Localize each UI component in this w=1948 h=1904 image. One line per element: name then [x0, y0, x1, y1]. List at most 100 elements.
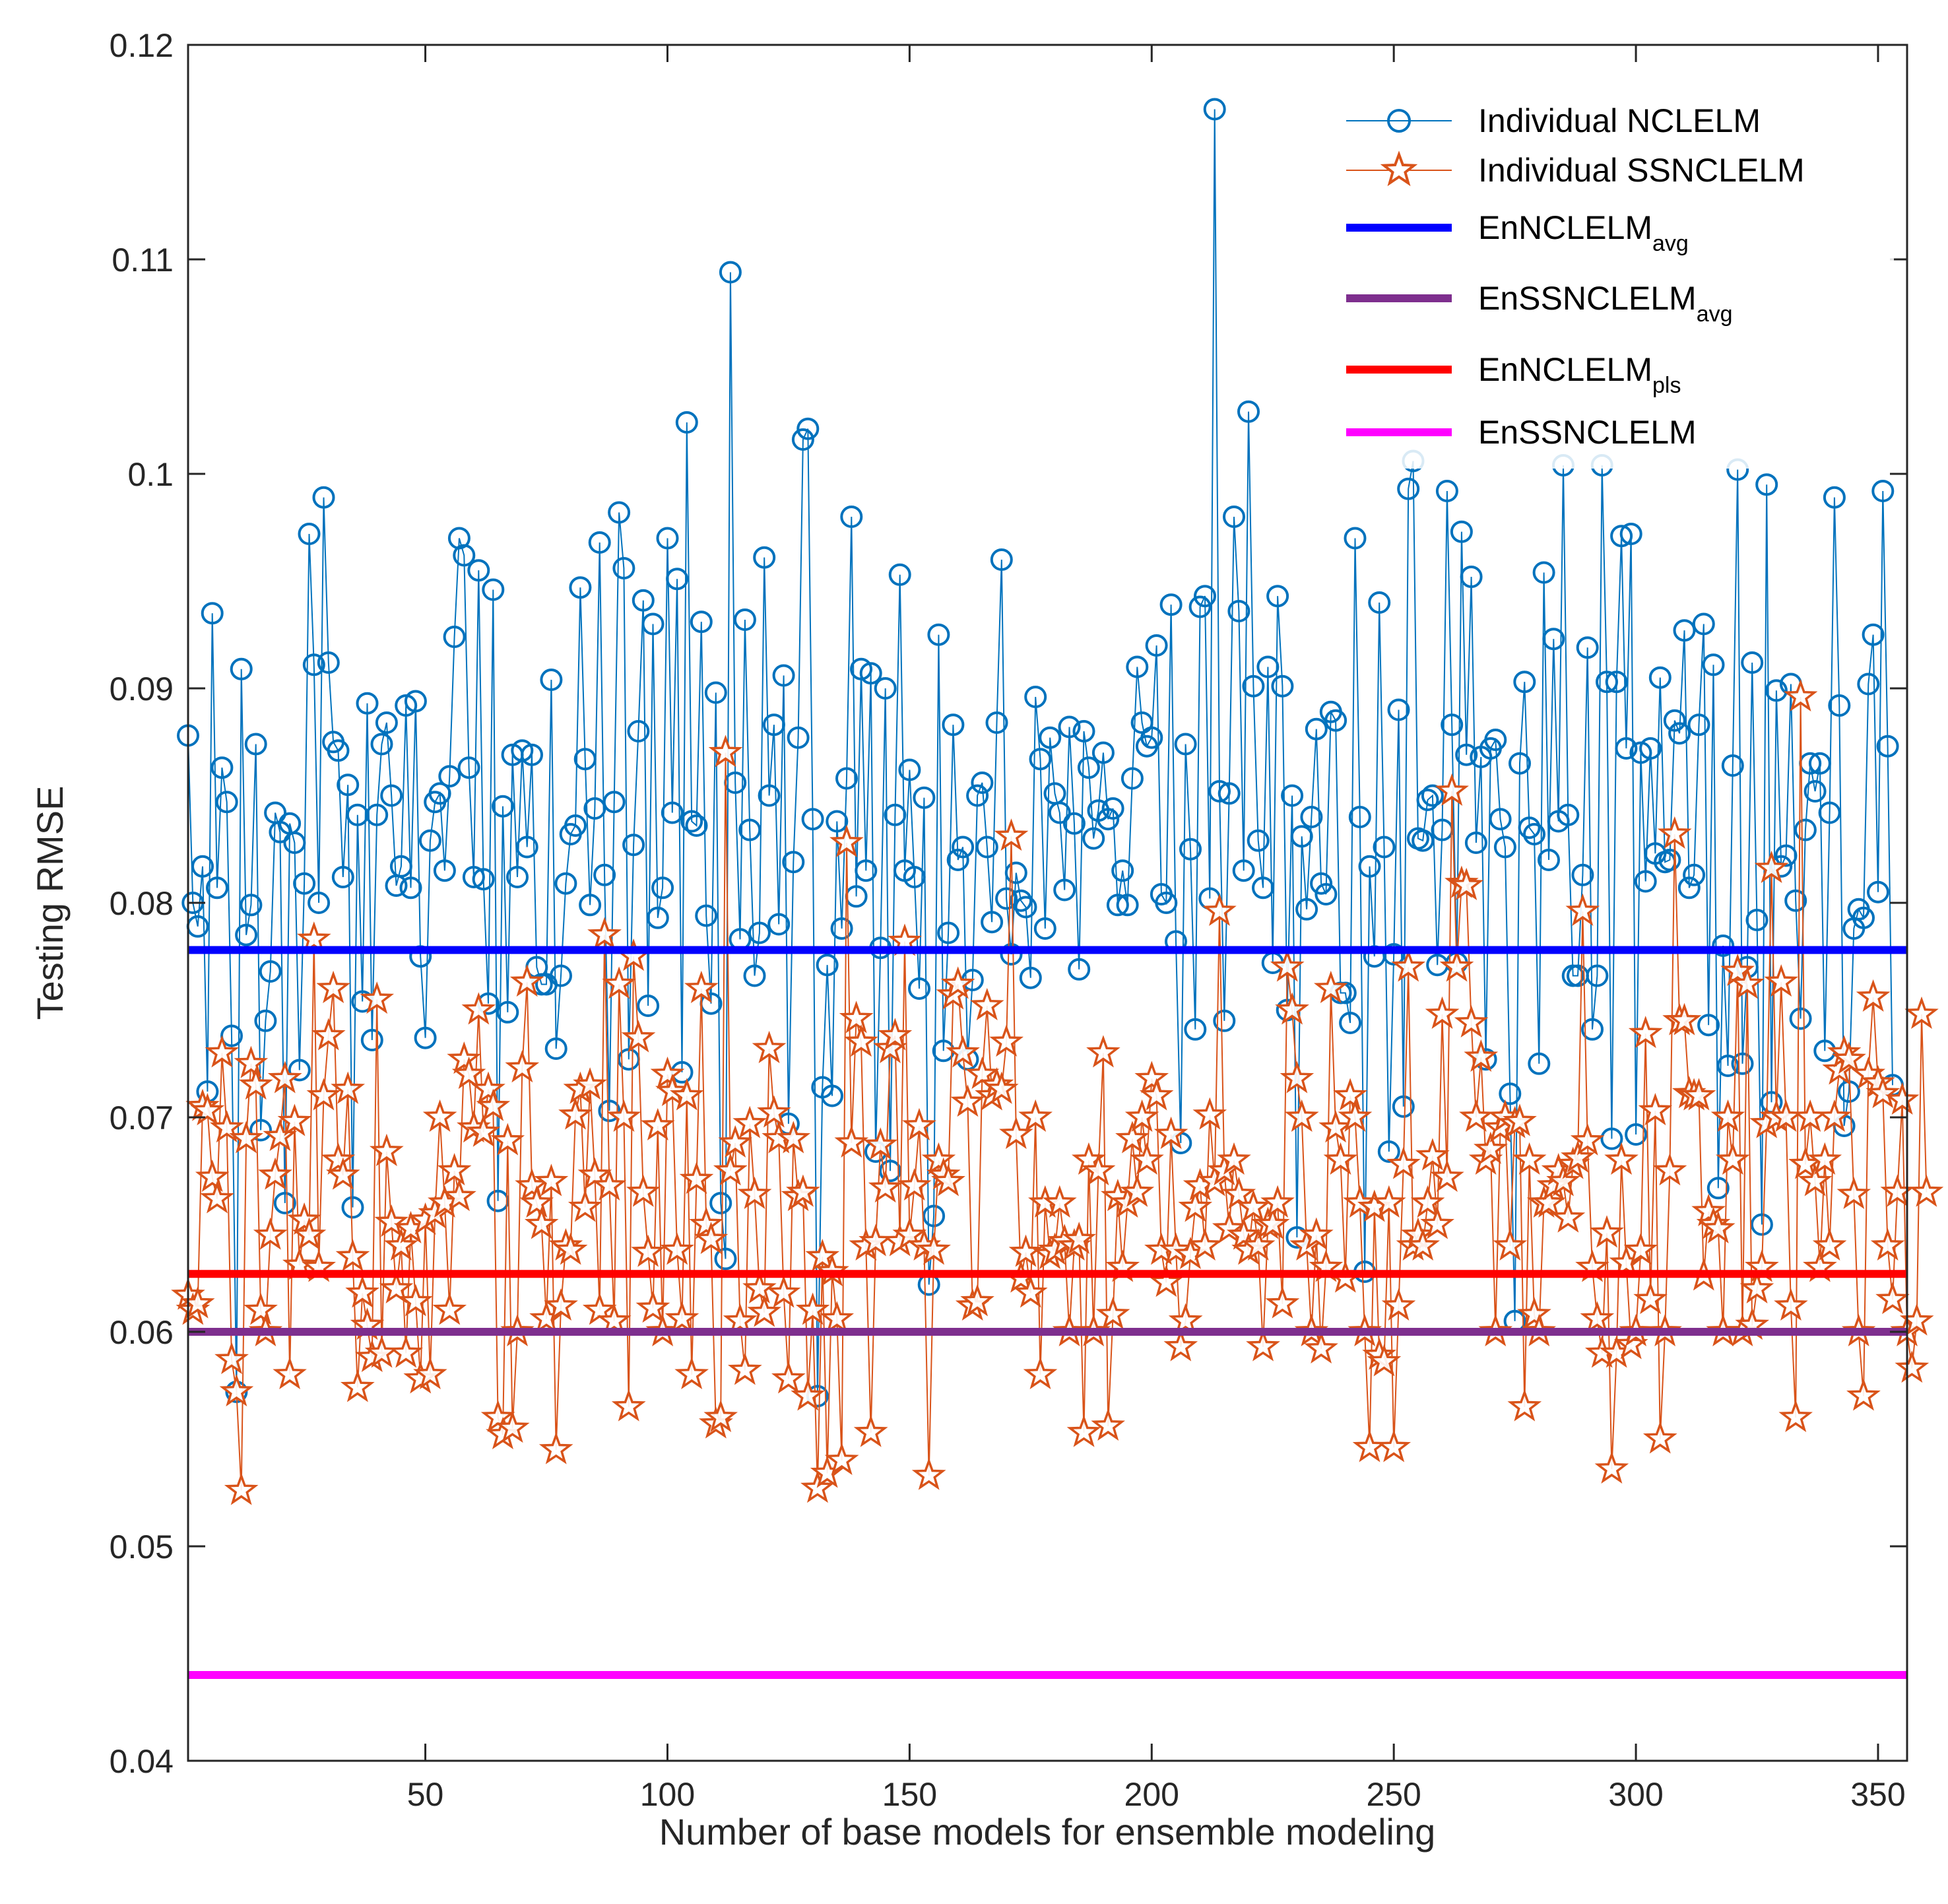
data-point — [1430, 1159, 1464, 1193]
data-point — [714, 1247, 737, 1270]
data-point — [325, 1157, 360, 1190]
data-point — [878, 1018, 913, 1051]
data-point — [1600, 1127, 1623, 1150]
data-point — [1454, 1004, 1489, 1038]
data-point — [1683, 863, 1706, 886]
data-point — [1745, 909, 1769, 931]
data-point — [224, 1472, 259, 1505]
data-point — [1571, 863, 1594, 886]
data-point — [244, 1292, 278, 1325]
data-point — [1188, 1228, 1222, 1261]
data-point — [1371, 1185, 1406, 1218]
data-point — [1667, 1002, 1702, 1035]
data-point — [383, 1228, 418, 1261]
data-point — [253, 1217, 288, 1250]
data-point — [1642, 1421, 1677, 1454]
data-point — [1115, 1121, 1150, 1154]
data-point — [1004, 861, 1027, 884]
data-point — [1000, 943, 1023, 966]
data-point — [747, 1294, 782, 1327]
data-point — [1818, 801, 1841, 824]
data-point — [1042, 1185, 1077, 1218]
data-point — [486, 1189, 509, 1212]
data-point — [665, 1301, 699, 1334]
data-point — [1499, 1082, 1522, 1105]
data-point — [1750, 1213, 1773, 1236]
data-point — [1625, 1123, 1648, 1146]
data-point — [737, 1176, 772, 1210]
data-point — [937, 921, 960, 944]
data-point — [370, 733, 393, 756]
data-point — [1018, 1099, 1053, 1133]
data-point — [1774, 1288, 1808, 1321]
data-point — [277, 1103, 312, 1136]
data-point — [327, 739, 350, 762]
data-point — [214, 1342, 249, 1375]
legend-entry-ennclelm-avg: EnNCLELMavg — [1346, 209, 1689, 256]
data-point — [519, 1185, 554, 1218]
data-point — [1140, 726, 1163, 749]
data-point — [476, 1088, 511, 1121]
data-point — [1701, 1210, 1736, 1244]
data-point — [971, 771, 994, 794]
data-point — [229, 1121, 263, 1154]
data-point — [1039, 726, 1062, 749]
data-point — [1489, 808, 1512, 831]
data-point — [1358, 855, 1381, 878]
data-point — [466, 1114, 501, 1147]
data-point — [1023, 1356, 1058, 1389]
data-point — [583, 797, 606, 820]
data-point — [1528, 1052, 1551, 1075]
data-point — [1082, 827, 1105, 850]
x-axis-label: Number of base models for ensemble model… — [659, 1811, 1436, 1853]
data-point — [296, 921, 331, 954]
data-point — [1377, 1140, 1400, 1163]
data-point — [374, 1204, 409, 1237]
data-point — [1299, 1217, 1334, 1250]
data-point — [884, 803, 907, 826]
data-point — [791, 428, 814, 451]
data-point — [840, 506, 863, 528]
data-point — [1343, 1185, 1377, 1218]
data-point — [1247, 829, 1270, 852]
data-point — [1721, 754, 1744, 777]
data-point — [1565, 893, 1600, 927]
data-point — [1808, 752, 1831, 775]
data-point — [1493, 1228, 1528, 1261]
data-point — [708, 735, 743, 768]
data-point — [292, 1217, 327, 1250]
data-point — [588, 531, 611, 554]
data-point — [826, 810, 849, 833]
data-point — [1091, 741, 1115, 764]
legend-label-enssnclelm: EnSSNCLELM — [1478, 414, 1697, 451]
data-point — [1673, 619, 1696, 642]
data-point — [1765, 679, 1788, 702]
data-point — [632, 589, 655, 612]
data-point — [438, 765, 461, 788]
data-point — [432, 1292, 467, 1325]
data-point — [1318, 1110, 1353, 1143]
data-point — [1203, 98, 1226, 121]
data-point — [471, 1071, 505, 1104]
data-point — [631, 1234, 665, 1267]
data-point — [1464, 832, 1487, 854]
data-point — [544, 1037, 568, 1060]
data-point — [1542, 628, 1565, 651]
data-point — [651, 876, 674, 900]
data-point — [1450, 520, 1473, 543]
data-point — [554, 872, 577, 895]
data-point — [273, 1192, 296, 1214]
data-point — [215, 791, 238, 814]
data-point — [1652, 1153, 1687, 1186]
data-point — [762, 713, 785, 737]
data-point — [312, 486, 335, 509]
data-point — [655, 1073, 690, 1106]
data-point — [597, 1303, 632, 1336]
data-point — [1778, 1399, 1813, 1433]
data-point — [1382, 943, 1406, 966]
data-point — [1174, 733, 1197, 756]
data-point — [1885, 1082, 1920, 1115]
data-point — [496, 1001, 519, 1024]
x-tick-label: 150 — [882, 1776, 937, 1813]
data-point — [1909, 1174, 1944, 1207]
